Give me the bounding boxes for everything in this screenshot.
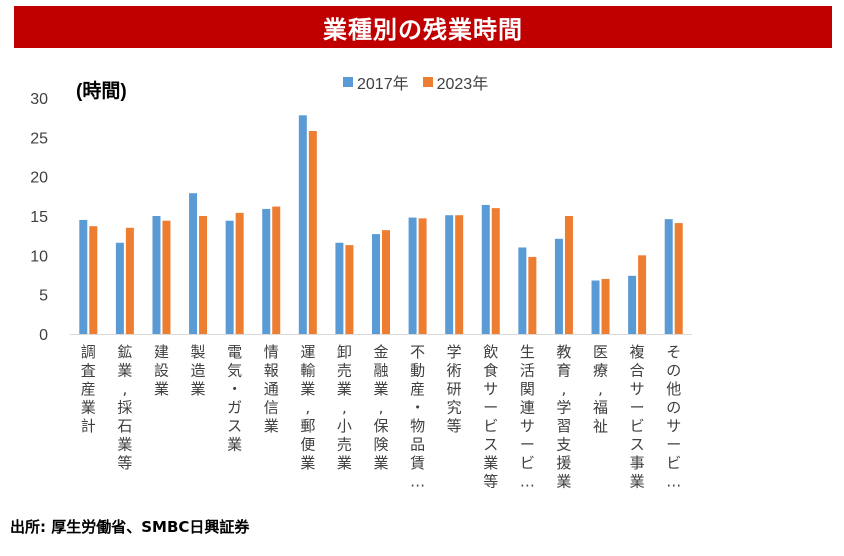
title-banner: 業種別の残業時間 — [14, 6, 832, 48]
x-tick-label: 飲食サービス業等 — [483, 343, 498, 491]
bar-2023 — [89, 226, 98, 334]
x-tick-label: 運輸業,郵便業 — [300, 343, 315, 472]
bar-2017 — [554, 238, 563, 334]
bar-2023 — [382, 230, 390, 334]
y-tick-label: 10 — [30, 248, 48, 265]
bar-chart: 0 5 10 15 20 25 30 調査産業計 鉱業,採石業等 建設業 製造業 電気・ガス業 情報通信… — [30, 91, 692, 491]
bar-2017 — [298, 115, 307, 334]
x-tick-label: 卸売業,小売業 — [337, 343, 352, 472]
bar-2023 — [418, 218, 427, 334]
bar-2023 — [125, 227, 134, 334]
chart-title: 業種別の残業時間 — [323, 15, 523, 44]
bar-2017 — [408, 217, 417, 334]
y-tick-label: 25 — [30, 130, 48, 147]
x-tick-label: 複合サービス事業 — [630, 343, 645, 491]
x-tick-label: 学術研究等 — [447, 343, 462, 435]
bar-2017 — [115, 242, 124, 334]
y-tick-label: 15 — [30, 209, 48, 226]
bar-2023 — [601, 278, 610, 334]
x-tick-label: 製造業 — [191, 343, 206, 398]
bar-2017 — [189, 193, 198, 334]
x-tick-label: その他のサービ… — [666, 343, 681, 491]
legend-item-2023: 2023年 — [422, 70, 489, 94]
bar-2023 — [674, 223, 683, 334]
bar-2017 — [445, 215, 454, 334]
bar-2017 — [335, 242, 344, 334]
x-tick-label: 不動産・物品賃… — [410, 343, 425, 491]
bar-2023 — [638, 255, 647, 334]
y-tick-label: 30 — [30, 91, 48, 108]
x-tick-label: 建設業 — [154, 343, 169, 398]
bar-2017 — [372, 234, 380, 334]
legend-swatch-2017 — [343, 77, 353, 87]
x-tick-label: 電気・ガス業 — [227, 343, 242, 454]
bar-2023 — [564, 216, 573, 334]
y-tick-label: 20 — [30, 170, 48, 187]
bar-2017 — [262, 208, 271, 334]
bar-2023 — [528, 256, 537, 334]
legend-label-2017: 2017年 — [357, 76, 409, 93]
x-tick-label: 情報通信業 — [264, 343, 279, 435]
bar-2023 — [199, 216, 208, 334]
bar-2017 — [628, 275, 637, 334]
bar-2023 — [455, 215, 464, 334]
x-tick-label: 生活関連サービ… — [520, 343, 535, 491]
y-tick-label: 5 — [39, 288, 48, 305]
bar-2023 — [308, 131, 317, 334]
source-note: 出所: 厚生労働省、SMBC日興証券 — [10, 518, 250, 536]
x-tick-label: 医療,福祉 — [593, 343, 608, 435]
legend-label-2023: 2023年 — [436, 76, 489, 93]
bar-2017 — [152, 216, 161, 334]
bar-2023 — [235, 212, 244, 334]
x-tick-label: 鉱業,採石業等 — [117, 343, 132, 472]
bar-2017 — [518, 247, 527, 334]
y-tick-label: 0 — [39, 327, 48, 344]
y-axis-unit-label: (時間) — [76, 81, 127, 102]
bar-2023 — [491, 208, 500, 334]
bar-2017 — [225, 220, 234, 334]
legend-item-2017: 2017年 — [343, 70, 409, 94]
bar-2023 — [272, 206, 281, 334]
bar-2023 — [345, 245, 354, 334]
x-tick-label: 金融業,保険業 — [373, 343, 388, 472]
legend-swatch-2023 — [422, 77, 433, 87]
bar-2017 — [481, 204, 490, 334]
legend: 2017年 2023年 — [343, 70, 488, 94]
bar-2017 — [591, 280, 600, 334]
bar-2017 — [664, 219, 673, 334]
x-tick-label: 教育,学習支援業 — [556, 343, 571, 491]
x-tick-label: 調査産業計 — [81, 343, 96, 435]
bar-2023 — [162, 220, 171, 334]
bar-2017 — [79, 219, 88, 334]
